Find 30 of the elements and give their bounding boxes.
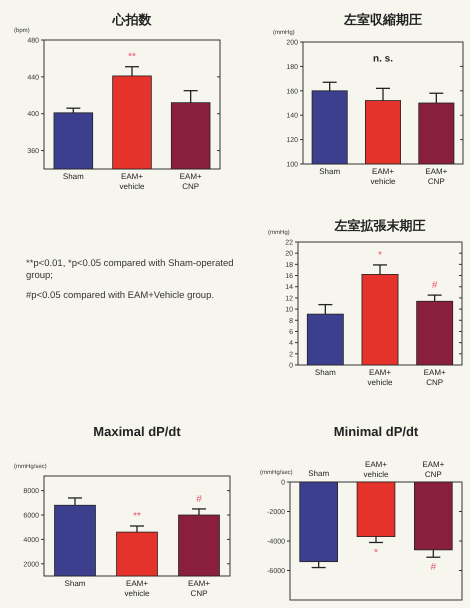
chart-title: 心拍数	[112, 12, 152, 27]
annotation: #	[430, 562, 437, 574]
x-tick-label: Sham	[319, 167, 340, 176]
x-tick-label: EAM+ vehicle	[370, 167, 396, 186]
x-tick-label: Sham	[314, 368, 336, 377]
x-tick-label: EAM+ vehicle	[120, 172, 145, 191]
annotation: *	[378, 250, 382, 261]
x-tick-label: Sham	[64, 579, 86, 588]
text: **p<0.01, *p<0.05 compared with Sham-operated group;	[26, 258, 235, 282]
annotation: #	[432, 280, 438, 292]
annotation: n. s.	[372, 54, 394, 65]
x-tick-label: EAM+ vehicle	[368, 368, 393, 387]
chart-title: Minimal dP/dt	[334, 424, 419, 439]
x-tick-label: EAM+ vehicle	[364, 460, 389, 479]
x-tick-label: EAM+ CNP	[422, 460, 445, 479]
chart-title: 左室拡張末期圧	[334, 218, 426, 233]
x-tick-label: EAM+ CNP	[425, 167, 448, 186]
x-tick-label: Sham	[308, 469, 330, 478]
x-tick-label: EAM+ CNP	[424, 368, 446, 387]
x-tick-label: Sham	[62, 172, 84, 181]
text: #p<0.05 compared with EAM+Vehicle group.	[26, 290, 216, 302]
annotation: *	[374, 547, 378, 558]
annotation: #	[196, 494, 202, 505]
x-tick-label: EAM+ CNP	[188, 579, 210, 598]
x-tick-label: EAM+ vehicle	[124, 579, 150, 598]
annotation: **	[128, 52, 136, 63]
annotation: **	[133, 511, 141, 522]
chart-title: 左室収縮期圧	[343, 12, 422, 27]
chart-title: Maximal dP/dt	[93, 424, 182, 439]
x-tick-label: EAM+ CNP	[180, 172, 202, 191]
